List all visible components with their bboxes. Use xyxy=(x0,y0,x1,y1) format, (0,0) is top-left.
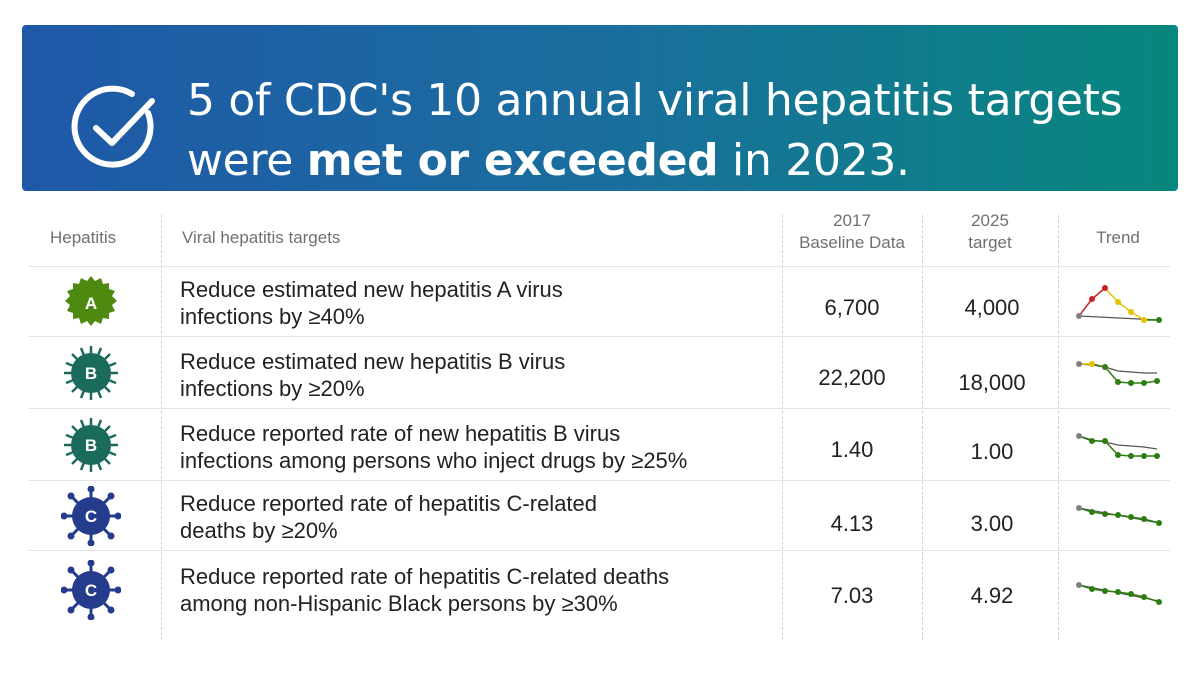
trend-sparkline-icon xyxy=(1076,361,1160,386)
row-divider xyxy=(28,480,1170,481)
trend-sparkline-icon xyxy=(1076,285,1162,323)
headline-banner: 5 of CDC's 10 annual viral hepatitis tar… xyxy=(22,25,1178,191)
targets-table: Hepatitis Viral hepatitis targets 2017 B… xyxy=(28,205,1170,645)
page-title: 5 of CDC's 10 annual viral hepatitis tar… xyxy=(187,78,1177,184)
column-divider xyxy=(1058,215,1059,640)
row-divider xyxy=(28,550,1170,551)
target-description: Reduce reported rate of hepatitis C-rela… xyxy=(180,563,790,617)
target-value: 4.92 xyxy=(970,583,1014,608)
header-baseline-year: 2017 xyxy=(833,211,871,230)
column-divider xyxy=(782,215,783,640)
target-value: 18,000 xyxy=(958,370,1026,395)
target-value: 3.00 xyxy=(970,511,1014,536)
hepatitis-b-virus-badge-icon: B xyxy=(64,346,118,400)
target-line: infections by ≥20% xyxy=(180,376,365,401)
title-line-1: 5 of CDC's 10 annual viral hepatitis tar… xyxy=(187,75,1123,126)
target-description: Reduce estimated new hepatitis A virus i… xyxy=(180,276,790,330)
check-circle-icon xyxy=(71,85,155,168)
header-target-label: target xyxy=(968,233,1012,252)
target-line: Reduce reported rate of hepatitis C-rela… xyxy=(180,564,670,589)
target-line: Reduce estimated new hepatitis B virus xyxy=(180,349,566,374)
hepatitis-a-virus-badge-icon: A xyxy=(65,276,117,326)
target-line: Reduce reported rate of new hepatitis B … xyxy=(180,421,621,446)
trend-sparkline-icon xyxy=(1076,505,1162,526)
target-line: Reduce estimated new hepatitis A virus xyxy=(180,277,563,302)
target-line: infections among persons who inject drug… xyxy=(180,448,688,473)
badge-letter: B xyxy=(85,436,97,455)
hepatitis-b-virus-badge-icon: B xyxy=(64,418,118,472)
baseline-value: 7.03 xyxy=(830,583,874,608)
baseline-value: 22,200 xyxy=(818,365,886,390)
title-emphasis: met or exceeded xyxy=(306,135,719,186)
column-divider xyxy=(922,215,923,640)
row-divider xyxy=(28,266,1170,267)
title-line-2: were met or exceeded in 2023. xyxy=(187,138,1177,184)
badge-letter: C xyxy=(85,581,97,600)
header-2025-target: 2025 target xyxy=(922,210,1058,254)
target-value: 1.00 xyxy=(970,439,1014,464)
hepatitis-c-virus-badge-icon: C xyxy=(61,486,121,546)
table-row-hepatitis-c-deaths: C Reduce reported rate of hepatitis C-re… xyxy=(28,481,1170,550)
header-hepatitis: Hepatitis xyxy=(50,228,117,247)
header-targets: Viral hepatitis targets xyxy=(182,228,341,247)
badge-letter: B xyxy=(85,364,97,383)
column-divider xyxy=(161,215,162,640)
baseline-value: 4.13 xyxy=(830,511,874,536)
target-value: 4,000 xyxy=(964,295,1020,320)
header-baseline-label: Baseline Data xyxy=(799,233,905,252)
target-description: Reduce reported rate of hepatitis C-rela… xyxy=(180,490,790,544)
title-post: in 2023. xyxy=(718,135,910,186)
target-description: Reduce estimated new hepatitis B virus i… xyxy=(180,348,790,402)
row-divider xyxy=(28,408,1170,409)
title-pre: were xyxy=(187,135,307,186)
hepatitis-c-virus-badge-icon: C xyxy=(61,560,121,620)
table-row-hepatitis-b-pwid: B Reduce reported rate of new hepatitis … xyxy=(28,409,1170,480)
target-line: Reduce reported rate of hepatitis C-rela… xyxy=(180,491,598,516)
row-divider xyxy=(28,336,1170,337)
trend-sparkline-icon xyxy=(1076,582,1162,605)
header-baseline: 2017 Baseline Data xyxy=(782,210,922,254)
trend-sparkline-icon xyxy=(1076,433,1160,459)
baseline-value: 1.40 xyxy=(830,437,874,462)
baseline-value: 6,700 xyxy=(824,295,880,320)
target-description: Reduce reported rate of new hepatitis B … xyxy=(180,420,790,474)
header-target-year: 2025 xyxy=(971,211,1009,230)
badge-letter: C xyxy=(85,507,97,526)
target-line: infections by ≥40% xyxy=(180,304,365,329)
target-line: deaths by ≥20% xyxy=(180,518,338,543)
target-line: among non-Hispanic Black persons by ≥30% xyxy=(180,591,618,616)
table-row-hepatitis-c-deaths-nh-black: C Reduce reported rate of hepatitis C-re… xyxy=(28,551,1170,641)
table-row-hepatitis-a: A Reduce estimated new hepatitis A virus… xyxy=(28,267,1170,336)
badge-letter: A xyxy=(85,294,97,313)
table-row-hepatitis-b: B Reduce estimated new hepatitis B virus… xyxy=(28,337,1170,408)
header-trend: Trend xyxy=(1096,228,1140,247)
